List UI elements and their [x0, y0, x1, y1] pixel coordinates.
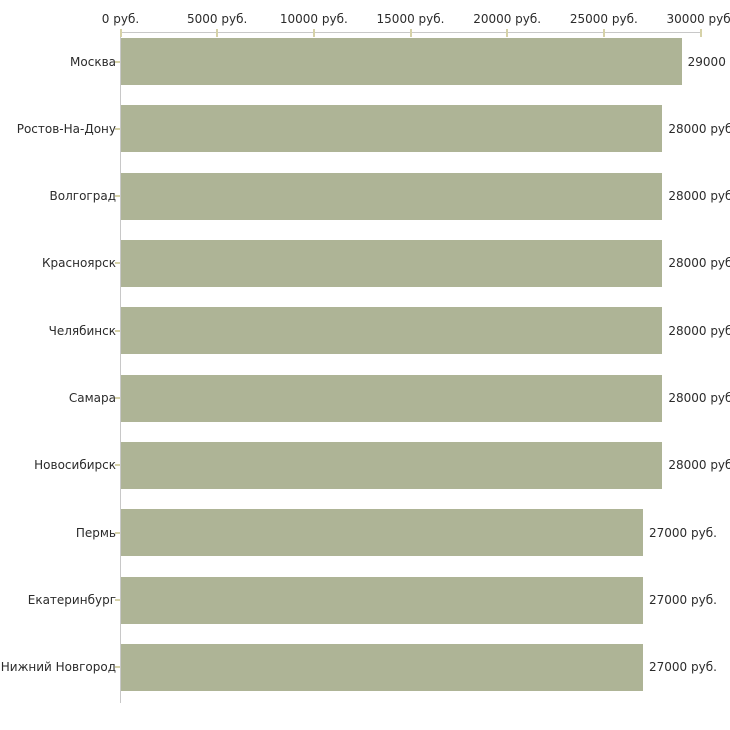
x-axis-tick — [312, 29, 315, 37]
bar — [121, 38, 682, 85]
bar — [121, 441, 663, 489]
bar-value-label: 27000 руб. — [649, 593, 717, 608]
y-axis-category-label: Самара — [68, 391, 116, 406]
x-axis-tick-label: 0 руб. — [101, 12, 140, 26]
bar — [121, 576, 643, 624]
y-axis-category-label: Нижний Новгород — [0, 660, 116, 675]
x-axis-tick-label: 5000 руб. — [187, 12, 248, 26]
y-axis-tick — [115, 599, 120, 602]
bar-value-label: 28000 руб. — [668, 256, 730, 271]
y-axis-category-label: Красноярск — [42, 256, 116, 271]
y-axis-category-label: Ростов-На-Дону — [16, 121, 116, 136]
bar — [121, 509, 643, 557]
y-axis-category-label: Новосибирск — [34, 458, 116, 473]
x-axis-tick — [602, 29, 605, 37]
bar-value-label: 28000 руб. — [668, 121, 730, 136]
bar-value-label: 29000 руб. — [687, 54, 730, 69]
y-axis-tick — [115, 464, 120, 467]
y-axis-tick — [115, 397, 120, 400]
x-axis-tick-label: 20000 руб. — [473, 12, 542, 26]
x-axis-tick — [216, 29, 219, 37]
bar — [121, 105, 663, 153]
bar-value-label: 28000 руб. — [668, 458, 730, 473]
bar-value-label: 27000 руб. — [649, 660, 717, 675]
y-axis-tick — [115, 60, 120, 63]
bar — [121, 643, 643, 691]
x-axis-tick-label: 25000 руб. — [569, 12, 638, 26]
bar — [121, 172, 663, 220]
x-axis-tick — [409, 29, 412, 37]
y-axis-tick — [115, 195, 120, 198]
y-axis-tick — [115, 127, 120, 130]
x-axis-tick-label: 15000 руб. — [376, 12, 445, 26]
x-axis-tick-label: 10000 руб. — [279, 12, 348, 26]
y-axis-tick — [115, 262, 120, 265]
y-axis-category-label: Пермь — [75, 525, 116, 540]
bar-value-label: 28000 руб. — [668, 323, 730, 338]
y-axis-category-label: Екатеринбург — [27, 593, 116, 608]
x-axis-tick — [506, 29, 509, 37]
y-axis-line — [120, 32, 121, 703]
y-axis-category-label: Челябинск — [48, 323, 116, 338]
y-axis-category-label: Москва — [70, 54, 116, 69]
y-axis-tick — [115, 329, 120, 332]
bar-value-label: 27000 руб. — [649, 525, 717, 540]
bar-value-label: 28000 руб. — [668, 189, 730, 204]
y-axis-tick — [115, 666, 120, 669]
x-axis-tick — [119, 29, 122, 37]
bar — [121, 239, 663, 287]
bar — [121, 374, 663, 422]
bar-value-label: 28000 руб. — [668, 391, 730, 406]
bar — [121, 307, 663, 355]
x-axis-tick — [699, 29, 702, 37]
y-axis-tick — [115, 531, 120, 534]
y-axis-category-label: Волгоград — [49, 189, 116, 204]
x-axis-tick-label: 30000 руб. — [666, 12, 730, 26]
